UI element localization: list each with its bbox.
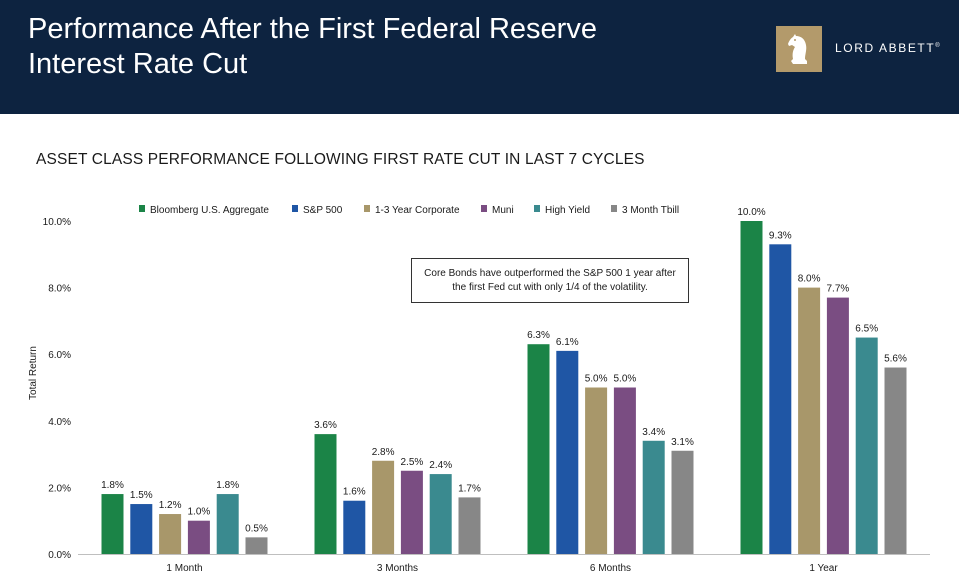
legend-swatch xyxy=(534,205,540,212)
data-label: 6.5% xyxy=(855,324,878,335)
data-label: 1.2% xyxy=(159,500,182,511)
data-label: 2.4% xyxy=(429,460,452,471)
y-tick-label: 2.0% xyxy=(48,483,71,494)
bar xyxy=(429,474,452,554)
x-tick-label: 3 Months xyxy=(377,563,418,574)
data-label: 1.5% xyxy=(130,490,153,501)
data-label: 5.0% xyxy=(614,374,637,385)
data-label: 1.8% xyxy=(216,480,239,491)
brand-name: LORD ABBETT xyxy=(835,41,936,55)
bar xyxy=(613,387,636,554)
y-tick-label: 6.0% xyxy=(48,350,71,361)
x-tick-label: 6 Months xyxy=(590,563,631,574)
data-label: 8.0% xyxy=(798,274,821,285)
bar xyxy=(245,537,268,554)
bar xyxy=(458,497,481,554)
legend-entry: 1-3 Year Corporate xyxy=(375,205,460,216)
data-label: 1.6% xyxy=(343,487,366,498)
data-label: 1.7% xyxy=(458,483,481,494)
bar xyxy=(585,387,608,554)
data-label: 10.0% xyxy=(737,207,765,218)
legend-swatch xyxy=(611,205,617,212)
y-tick-label: 10.0% xyxy=(43,217,71,228)
data-label: 1.8% xyxy=(101,480,124,491)
bar xyxy=(130,504,153,554)
page-title: Performance After the First Federal Rese… xyxy=(28,12,728,82)
bar xyxy=(671,450,694,554)
bar xyxy=(101,494,124,554)
legend-swatch xyxy=(364,205,370,212)
data-label: 3.6% xyxy=(314,420,337,431)
data-label: 3.4% xyxy=(642,427,665,438)
bar xyxy=(740,221,763,554)
data-label: 2.8% xyxy=(372,447,395,458)
y-tick-label: 0.0% xyxy=(48,550,71,561)
bar xyxy=(372,460,395,554)
brand-logo-text: LORD ABBETT® xyxy=(835,41,940,55)
data-label: 7.7% xyxy=(827,284,850,295)
legend-entry: S&P 500 xyxy=(303,205,343,216)
legend-swatch xyxy=(139,205,145,212)
header-banner: Performance After the First Federal Rese… xyxy=(0,0,959,114)
bar xyxy=(855,337,878,554)
legend-entry: 3 Month Tbill xyxy=(622,205,679,216)
bar xyxy=(556,350,579,554)
page-title-line-2: Interest Rate Cut xyxy=(28,48,248,80)
bar xyxy=(343,500,366,554)
data-label: 0.5% xyxy=(245,523,268,534)
bar xyxy=(884,367,907,554)
chart-title: ASSET CLASS PERFORMANCE FOLLOWING FIRST … xyxy=(36,151,645,168)
bar xyxy=(527,344,550,554)
bar xyxy=(159,514,182,554)
registered-mark: ® xyxy=(935,43,940,49)
data-label: 3.1% xyxy=(671,437,694,448)
legend-swatch xyxy=(481,205,487,212)
bar xyxy=(798,287,821,554)
y-axis-label: Total Return xyxy=(28,346,39,400)
bar xyxy=(187,520,210,554)
legend-entry: Muni xyxy=(492,205,514,216)
bar xyxy=(216,494,239,554)
data-label: 6.3% xyxy=(527,330,550,341)
legend-entry: High Yield xyxy=(545,205,590,216)
data-label: 9.3% xyxy=(769,230,792,241)
knight-logo-icon xyxy=(776,26,822,72)
data-label: 6.1% xyxy=(556,337,579,348)
data-label: 2.5% xyxy=(401,457,424,468)
y-tick-label: 4.0% xyxy=(48,417,71,428)
data-label: 5.6% xyxy=(884,354,907,365)
bar xyxy=(314,434,337,554)
y-tick-label: 8.0% xyxy=(48,284,71,295)
annotation-callout: Core Bonds have outperformed the S&P 500… xyxy=(411,258,689,303)
data-label: 5.0% xyxy=(585,374,608,385)
x-tick-label: 1 Year xyxy=(809,563,838,574)
data-label: 1.0% xyxy=(188,507,211,518)
bar xyxy=(400,470,423,554)
bar xyxy=(826,297,849,554)
legend-swatch xyxy=(292,205,298,212)
bar xyxy=(769,244,792,554)
knight-chess-piece-icon xyxy=(788,34,807,64)
x-tick-label: 1 Month xyxy=(166,563,202,574)
bar xyxy=(642,440,665,554)
page-title-line-1: Performance After the First Federal Rese… xyxy=(28,13,597,45)
legend-entry: Bloomberg U.S. Aggregate xyxy=(150,205,269,216)
